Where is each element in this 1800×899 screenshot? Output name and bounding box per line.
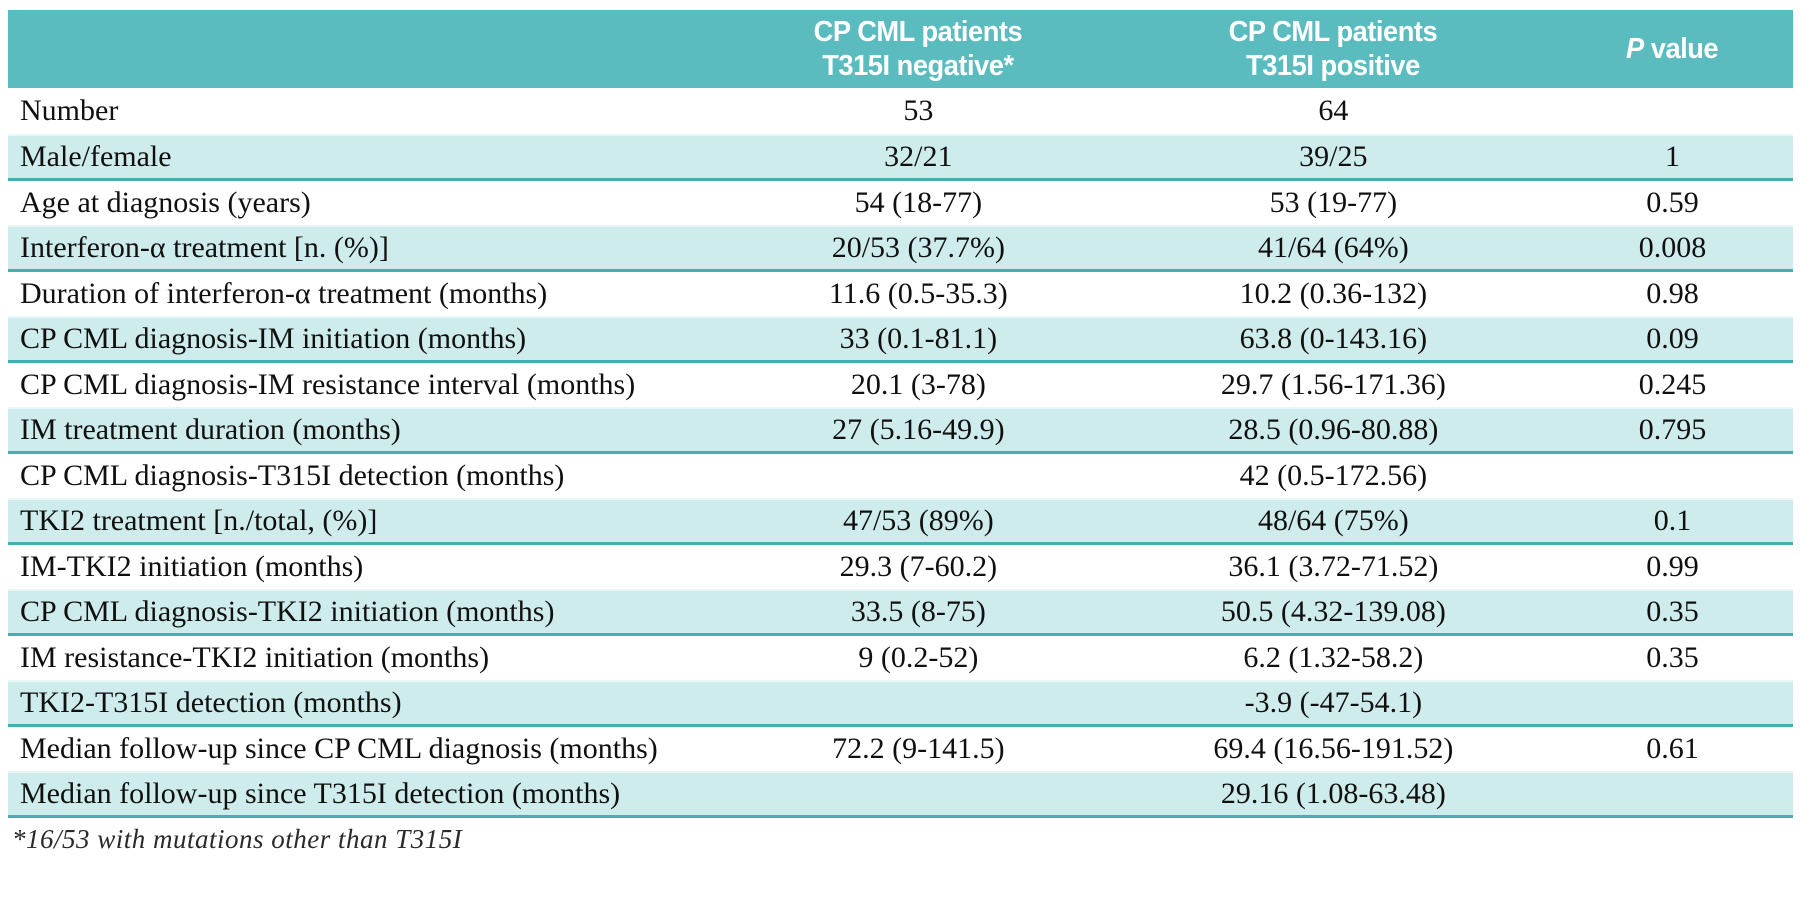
cell-t315i-positive: 63.8 (0-143.16) [1114, 316, 1552, 363]
cell-t315i-negative: 53 [903, 94, 934, 127]
table-row: CP CML diagnosis-IM initiation (months) 3… [8, 316, 1793, 363]
cell-t315i-positive: 53 (19-77) [1269, 185, 1398, 219]
cell-p-value [1552, 88, 1793, 135]
cell-t315i-positive: 42 (0.5-172.56) [1239, 458, 1428, 492]
table-row: CP CML diagnosis-IM resistance interval … [8, 361, 1793, 408]
header-cell-empty [8, 10, 722, 88]
table-header: CP CML patients T315I negative* CP CML p… [8, 10, 1793, 88]
cell-t315i-negative: 72.2 (9-141.5) [832, 731, 1005, 765]
cell-p-value: 0.795 [1552, 407, 1793, 454]
footnote: *16/53 with mutations other than T315I [12, 823, 463, 854]
cell-t315i-negative: 9 (0.2-52) [858, 640, 979, 674]
cell-t315i-positive: 50.5 (4.32-139.08) [1114, 589, 1552, 636]
table-row: IM treatment duration (months) 27 (5.16-4… [8, 407, 1793, 454]
cell-p-value: 1 [1552, 134, 1793, 181]
cell-p-value [1552, 771, 1793, 818]
table-row: TKI2 treatment [n./total, (%)] 47/53 (89%… [8, 498, 1793, 545]
cell-t315i-negative: 27 (5.16-49.9) [722, 407, 1115, 454]
cell-label: TKI2 treatment [n./total, (%)] [8, 498, 722, 545]
cell-t315i-positive: 48/64 (75%) [1114, 498, 1552, 545]
cell-t315i-negative: 33 (0.1-81.1) [722, 316, 1115, 363]
cell-p-value: 0.09 [1552, 316, 1793, 363]
cell-label: Duration of interferon-α treatment (mont… [20, 276, 548, 310]
cell-label: Interferon-α treatment [n. (%)] [8, 225, 722, 272]
table-row: CP CML diagnosis-T315I detection (months… [8, 452, 1793, 499]
cell-t315i-positive: 6.2 (1.32-58.2) [1243, 640, 1424, 674]
cell-t315i-positive: -3.9 (-47-54.1) [1114, 680, 1552, 727]
cell-label: Age at diagnosis (years) [20, 185, 311, 219]
cell-t315i-negative [722, 452, 1115, 499]
cell-t315i-negative: 29.3 (7-60.2) [839, 549, 998, 583]
table-body: Number 53 64 Male/female 32/21 39/25 1 Age at d… [8, 88, 1793, 818]
table-row: Duration of interferon-α treatment (mont… [8, 270, 1793, 317]
cell-label: CP CML diagnosis-TKI2 initiation (months… [8, 589, 722, 636]
cell-t315i-positive: 39/25 [1114, 134, 1552, 181]
cell-t315i-negative: 20/53 (37.7%) [722, 225, 1115, 272]
table-row: Number 53 64 [8, 88, 1793, 135]
cell-label: TKI2-T315I detection (months) [8, 680, 722, 727]
cell-t315i-negative: 47/53 (89%) [722, 498, 1115, 545]
table-row: Median follow-up since CP CML diagnosis … [8, 725, 1793, 772]
cell-label: CP CML diagnosis-IM resistance interval … [20, 367, 636, 401]
table-row: CP CML diagnosis-TKI2 initiation (months… [8, 589, 1793, 636]
cell-t315i-negative: 33.5 (8-75) [722, 589, 1115, 636]
cell-p-value: 0.35 [1646, 640, 1699, 674]
cell-t315i-positive: 41/64 (64%) [1114, 225, 1552, 272]
header-cell-t315i-negative: CP CML patients T315I negative* [722, 10, 1115, 88]
header-positive-line1: CP CML patients [1229, 16, 1438, 48]
cell-label: Median follow-up since CP CML diagnosis … [20, 731, 658, 765]
cell-p-value: 0.1 [1552, 498, 1793, 545]
cell-t315i-negative: 11.6 (0.5-35.3) [828, 276, 1008, 310]
cell-t315i-positive: 36.1 (3.72-71.52) [1228, 549, 1439, 583]
header-negative-line1: CP CML patients [814, 16, 1023, 48]
cell-t315i-positive: 29.16 (1.08-63.48) [1114, 771, 1552, 818]
cell-p-value: 0.59 [1646, 185, 1699, 219]
cell-p-value: 0.61 [1646, 731, 1699, 765]
table-row: IM-TKI2 initiation (months) 29.3 (7-60.2)… [8, 543, 1793, 590]
cell-p-value: 0.008 [1552, 225, 1793, 272]
header-row: CP CML patients T315I negative* CP CML p… [8, 10, 1793, 88]
cell-p-value: 0.98 [1646, 276, 1699, 310]
cell-t315i-positive: 29.7 (1.56-171.36) [1220, 367, 1446, 401]
p-value-word: value [1644, 33, 1719, 65]
cell-t315i-negative [722, 771, 1115, 818]
cell-t315i-positive: 28.5 (0.96-80.88) [1114, 407, 1552, 454]
cell-label: IM resistance-TKI2 initiation (months) [20, 640, 490, 674]
cell-label: Median follow-up since T315I detection (… [8, 771, 722, 818]
patient-characteristics-table: CP CML patients T315I negative* CP CML p… [8, 10, 1793, 818]
cell-label: CP CML diagnosis-T315I detection (months… [20, 458, 565, 492]
cell-p-value [1552, 680, 1793, 727]
table-row: TKI2-T315I detection (months) -3.9 (-47-5… [8, 680, 1793, 727]
table-row: Median follow-up since T315I detection (… [8, 771, 1793, 818]
header-positive-line2: T315I positive [1246, 50, 1421, 82]
p-value-letter: P [1626, 33, 1645, 65]
table-row: Male/female 32/21 39/25 1 [8, 134, 1793, 181]
cell-t315i-negative: 54 (18-77) [854, 185, 983, 219]
cell-label: IM treatment duration (months) [8, 407, 722, 454]
cell-t315i-positive: 10.2 (0.36-132) [1239, 276, 1428, 310]
cell-label: IM-TKI2 initiation (months) [20, 549, 364, 583]
cell-t315i-positive: 64 [1318, 94, 1349, 127]
cell-p-value: 0.245 [1638, 367, 1707, 401]
table-row: IM resistance-TKI2 initiation (months) 9 … [8, 634, 1793, 681]
cell-p-value: 0.35 [1552, 589, 1793, 636]
cell-t315i-negative: 20.1 (3-78) [850, 367, 986, 401]
table-row: Age at diagnosis (years) 54 (18-77) 53 (19… [8, 179, 1793, 226]
cell-p-value: 0.99 [1646, 549, 1699, 583]
table-row: Interferon-α treatment [n. (%)] 20/53 (37… [8, 225, 1793, 272]
cell-label: Male/female [8, 134, 722, 181]
cell-p-value [1552, 452, 1793, 499]
cell-t315i-positive: 69.4 (16.56-191.52) [1213, 731, 1454, 765]
header-cell-t315i-positive: CP CML patients T315I positive [1114, 10, 1552, 88]
header-cell-p-value: P value [1552, 10, 1793, 88]
cell-t315i-negative [722, 680, 1115, 727]
cell-label: CP CML diagnosis-IM initiation (months) [8, 316, 722, 363]
cell-label: Number [20, 94, 119, 127]
header-negative-line2: T315I negative* [822, 50, 1015, 82]
cell-t315i-negative: 32/21 [722, 134, 1115, 181]
